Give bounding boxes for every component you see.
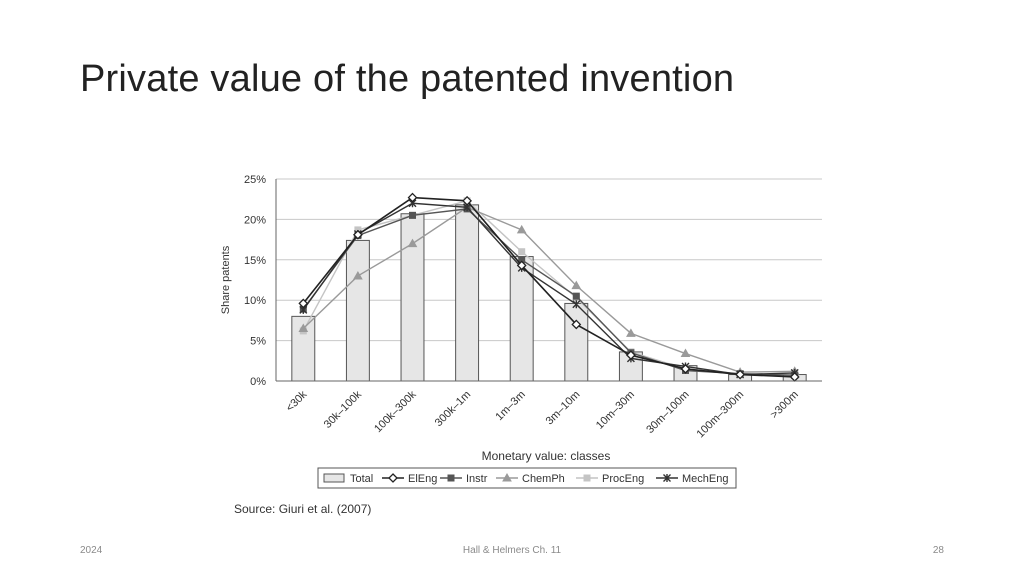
legend-label: MechEng bbox=[682, 473, 728, 485]
legend-marker-proceng bbox=[583, 474, 591, 482]
point-eleng bbox=[735, 369, 746, 380]
point-eleng bbox=[407, 192, 418, 203]
series-line-instr bbox=[302, 208, 795, 377]
line-bar-chart: 0% 5% 10% 15% 20% 25% <30k 30k–100k 100k–300k 300… bbox=[220, 174, 822, 516]
x-tick-label: 30m–100m bbox=[644, 389, 691, 436]
y-tick-label: 20% bbox=[244, 214, 266, 226]
x-tick-label: <30k bbox=[284, 388, 310, 414]
point-chemph bbox=[353, 270, 363, 280]
point-chemph bbox=[298, 323, 309, 332]
point-chemph bbox=[680, 348, 691, 358]
x-tick-label: 10m–30m bbox=[594, 389, 637, 432]
y-tick-label: 10% bbox=[244, 295, 266, 307]
y-tick-label: 15% bbox=[244, 255, 266, 267]
legend-swatch-total bbox=[323, 473, 345, 483]
series-line-mecheng bbox=[302, 202, 795, 376]
x-tick-label: >300m bbox=[768, 389, 800, 421]
footer-source: Hall & Helmers Ch. 11 bbox=[462, 545, 562, 556]
x-axis-label: Monetary value: classes bbox=[482, 449, 611, 463]
x-tick-label: 30k–100k bbox=[322, 388, 365, 431]
bar-total bbox=[345, 239, 370, 382]
point-chemph bbox=[571, 280, 582, 290]
point-instr bbox=[409, 211, 416, 219]
footer-year: 2024 bbox=[80, 545, 103, 556]
series-line-chemph bbox=[302, 206, 795, 373]
point-instr bbox=[572, 292, 580, 300]
point-eleng bbox=[516, 260, 527, 271]
point-eleng bbox=[625, 350, 636, 361]
y-tick-label: 5% bbox=[250, 336, 266, 348]
bars bbox=[291, 204, 807, 382]
y-axis-label: Share patents bbox=[220, 245, 232, 314]
x-tick-label: 1m–3m bbox=[493, 389, 527, 423]
x-tick-label: 100k–300k bbox=[372, 388, 419, 435]
legend-box bbox=[317, 467, 737, 489]
legend-label: ProcEng bbox=[602, 473, 644, 485]
legend-marker-mecheng bbox=[663, 474, 671, 482]
legend-marker-instr bbox=[447, 474, 455, 482]
point-proceng bbox=[518, 248, 526, 256]
legend-label: Total bbox=[350, 473, 373, 485]
series-lines bbox=[298, 192, 800, 382]
footer-page-number: 28 bbox=[932, 545, 944, 556]
point-chemph bbox=[516, 224, 527, 234]
point-eleng bbox=[298, 298, 309, 309]
series-line-eleng bbox=[302, 196, 795, 378]
x-tick-label: 100m–300m bbox=[694, 389, 746, 441]
point-chemph bbox=[626, 328, 636, 337]
legend-label: ElEng bbox=[408, 473, 437, 485]
series-line-proceng bbox=[302, 200, 795, 376]
y-tick-label: 25% bbox=[244, 174, 266, 186]
legend-marker-eleng bbox=[388, 473, 398, 483]
x-tick-label: 300k–1m bbox=[433, 389, 473, 429]
legend-label: ChemPh bbox=[522, 473, 565, 485]
source-note: Source: Giuri et al. (2007) bbox=[234, 502, 371, 516]
y-tick-label: 0% bbox=[250, 376, 266, 388]
slide-title: Private value of the patented invention bbox=[80, 58, 735, 100]
chart-legend: Total ElEng Instr ChemPh ProcEng MechEng bbox=[317, 467, 737, 489]
legend-marker-chemph bbox=[502, 472, 512, 482]
legend-label: Instr bbox=[466, 473, 488, 485]
point-chemph bbox=[407, 238, 418, 248]
point-eleng bbox=[352, 229, 363, 240]
point-eleng bbox=[680, 363, 691, 374]
bar-total bbox=[455, 204, 480, 382]
point-eleng bbox=[571, 319, 582, 330]
point-mecheng bbox=[572, 300, 581, 309]
point-eleng bbox=[462, 195, 473, 206]
chart-container: 0% 5% 10% 15% 20% 25% <30k 30k–100k 100k–300k 300… bbox=[210, 165, 840, 525]
x-tick-label: 3m–10m bbox=[544, 389, 583, 428]
